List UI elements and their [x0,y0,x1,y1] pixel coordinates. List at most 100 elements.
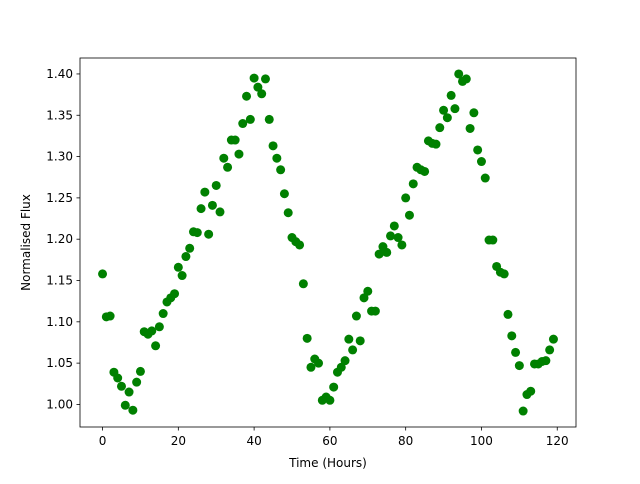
point [200,187,210,197]
point [408,179,418,189]
y-axis-label: Normalised Flux [19,194,33,291]
point [230,135,240,145]
y-tick-label: 1.40 [46,67,73,81]
point [526,386,536,396]
point [393,233,403,243]
x-axis-label: Time (Hours) [288,456,367,470]
point [389,221,399,231]
point [219,153,229,163]
point [98,269,108,279]
point [196,204,206,214]
point [548,334,558,344]
point [276,165,286,175]
point [397,240,407,250]
point [135,366,145,376]
point [344,334,354,344]
point [355,336,365,346]
point [147,326,157,336]
point [435,123,445,133]
point [306,362,316,372]
y-tick-label: 1.05 [46,356,73,370]
point [279,189,289,199]
point [314,358,324,368]
plot-frame [79,57,577,428]
point [120,400,130,410]
point [272,153,282,163]
point [245,114,255,124]
point [439,105,449,115]
point [211,180,221,190]
point [351,311,361,321]
point [370,306,380,316]
point [348,345,358,355]
point [132,377,142,387]
y-tick-label: 1.15 [46,274,73,288]
point [518,406,528,416]
point [124,387,134,397]
point [382,247,392,257]
point [488,235,498,245]
y-tick-label: 1.00 [46,397,73,411]
x-tick-label: 80 [398,434,413,448]
point [268,141,278,151]
point [454,69,464,79]
y-tick-label: 1.30 [46,150,73,164]
point [105,311,115,321]
x-tick-label: 100 [470,434,493,448]
point [401,193,411,203]
point [151,341,161,351]
point [503,309,513,319]
point [249,73,259,83]
point [128,405,138,415]
point [465,123,475,133]
point [215,207,225,217]
point [302,333,312,343]
x-tick-label: 40 [246,434,261,448]
point [177,271,187,281]
point [260,74,270,84]
y-tick-label: 1.35 [46,108,73,122]
point [545,345,555,355]
y-tick-label: 1.10 [46,315,73,329]
point [431,139,441,149]
point [480,173,490,183]
point [442,113,452,123]
point [238,119,248,129]
point [340,356,350,366]
point [298,279,308,289]
point [192,228,202,238]
point [507,331,517,341]
point [386,231,396,241]
point [363,286,373,296]
point [257,89,267,99]
point [329,382,339,392]
point [158,309,168,319]
point [511,347,521,357]
point [420,166,430,176]
point [170,289,180,299]
point [476,157,486,167]
point [185,243,195,253]
point [499,269,509,279]
point [469,108,479,118]
point [173,262,183,272]
point [181,252,191,262]
point [446,90,456,100]
point [404,210,414,220]
point [207,200,217,210]
x-tick-label: 120 [546,434,569,448]
point [461,74,471,84]
point [154,322,164,332]
point [253,82,263,92]
point [514,361,524,371]
point [223,162,233,172]
point [473,145,483,155]
x-tick-label: 60 [322,434,337,448]
point [264,114,274,124]
y-tick-label: 1.20 [46,232,73,246]
point [204,229,214,239]
point [325,395,335,405]
x-tick-label: 20 [171,434,186,448]
point [113,373,123,383]
